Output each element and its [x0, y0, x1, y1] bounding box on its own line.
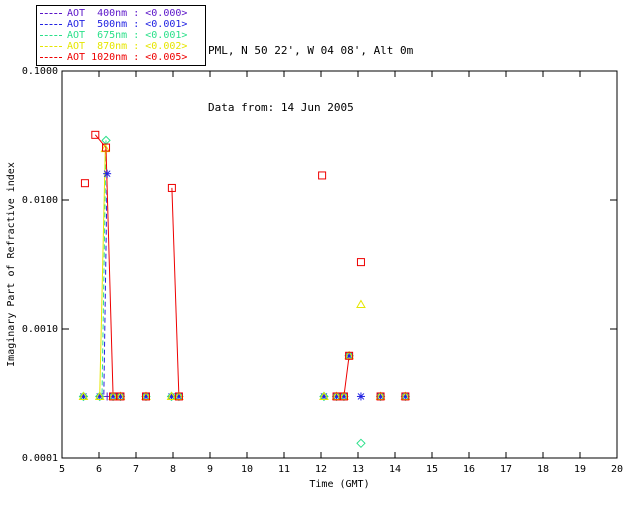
legend-row-1020nm: AOT 1020nm : <0.005> — [40, 52, 202, 63]
x-tick-label: 13 — [352, 464, 364, 475]
legend-line-sample-1020nm — [40, 57, 62, 58]
x-tick-label: 12 — [315, 464, 327, 475]
legend-label-1020nm: AOT 1020nm : <0.005> — [67, 52, 188, 63]
x-tick-label: 7 — [133, 464, 139, 475]
series-aot-675nm — [78, 135, 411, 449]
legend-line-sample-870nm — [40, 46, 62, 47]
y-axis: 0.1000 0.0100 0.0010 0.0001 — [22, 66, 617, 464]
legend-row-500nm: AOT 500nm : <0.001> — [40, 19, 202, 30]
series-aot-1020nm — [80, 130, 410, 401]
x-tick-label: 11 — [278, 464, 290, 475]
series-aot-500nm — [79, 169, 410, 401]
x-axis-title: Time (GMT) — [309, 479, 369, 490]
data-date-text: Data from: 14 Jun 2005 — [208, 101, 354, 114]
data-lines — [94, 134, 350, 397]
x-tick-label: 6 — [96, 464, 102, 475]
x-tick-label: 19 — [574, 464, 586, 475]
x-tick-label: 9 — [207, 464, 213, 475]
legend-label-500nm: AOT 500nm : <0.001> — [67, 19, 188, 30]
legend-label-675nm: AOT 675nm : <0.001> — [67, 30, 188, 41]
x-tick-label: 10 — [241, 464, 253, 475]
legend-line-sample-500nm — [40, 24, 62, 25]
y-tick-label: 0.0100 — [22, 195, 58, 206]
plot-frame — [61, 70, 618, 459]
x-tick-label: 18 — [537, 464, 549, 475]
x-axis: 5 6 7 8 9 10 11 12 13 14 15 16 17 18 19 20 — [59, 71, 623, 475]
x-tick-label: 15 — [426, 464, 438, 475]
x-tick-label: 8 — [170, 464, 176, 475]
x-tick-label: 5 — [59, 464, 65, 475]
x-tick-label: 20 — [611, 464, 623, 475]
legend-label-400nm: AOT 400nm : <0.000> — [67, 8, 188, 19]
series-aot-870nm — [78, 143, 411, 400]
legend-row-870nm: AOT 870nm : <0.002> — [40, 41, 202, 52]
x-tick-label: 17 — [500, 464, 512, 475]
x-tick-label: 16 — [463, 464, 475, 475]
station-location-text: PML, N 50 22', W 04 08', Alt 0m — [208, 44, 414, 57]
y-tick-label: 0.1000 — [22, 66, 58, 77]
y-tick-label: 0.0010 — [22, 324, 58, 335]
header-block: PML, N 50 22', W 04 08', Alt 0m Data fro… — [208, 3, 413, 136]
x-tick-label: 14 — [389, 464, 401, 475]
y-axis-title: Imaginary Part of Refractive index — [6, 162, 17, 367]
legend-line-sample-400nm — [40, 13, 62, 14]
y-tick-label: 0.0001 — [22, 453, 58, 464]
legend-row-400nm: AOT 400nm : <0.000> — [40, 8, 202, 19]
legend-row-675nm: AOT 675nm : <0.001> — [40, 30, 202, 41]
legend-box: AOT 400nm : <0.000> AOT 500nm : <0.001> … — [36, 5, 206, 66]
legend-line-sample-675nm — [40, 35, 62, 36]
legend-label-870nm: AOT 870nm : <0.002> — [67, 41, 188, 52]
